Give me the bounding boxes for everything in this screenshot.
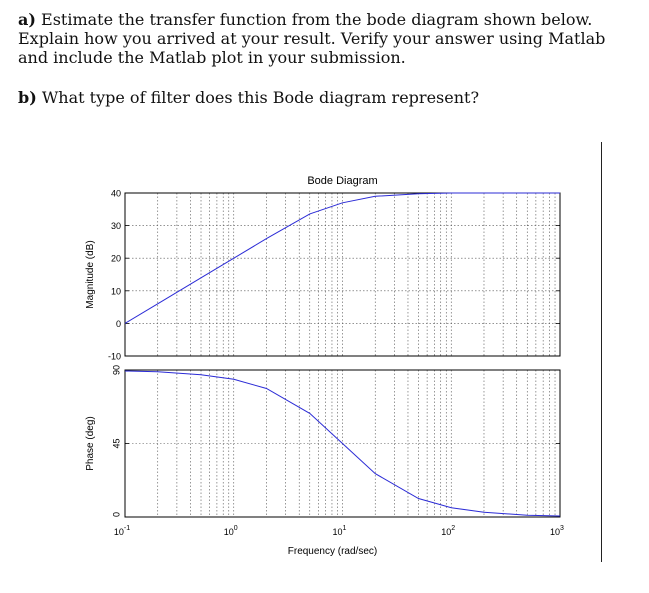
series-line xyxy=(124,192,560,324)
y-tick-label: 10 xyxy=(111,286,121,296)
question-b-text: What type of filter does this Bode diagr… xyxy=(41,88,480,107)
x-tick-label: 101 xyxy=(333,525,347,537)
y-tick-label: 20 xyxy=(111,254,121,264)
x-tick-label: 10-1 xyxy=(114,525,130,537)
y-axis-label: Phase (deg) xyxy=(85,416,96,470)
page-divider-line xyxy=(601,142,602,562)
x-tick-label: 103 xyxy=(550,525,564,537)
y-tick-label: 45 xyxy=(112,439,122,449)
x-tick-label: 100 xyxy=(224,525,238,537)
question-a-label: a) xyxy=(18,10,36,29)
y-tick-label: -10 xyxy=(108,352,121,362)
question-b: b) What type of filter does this Bode di… xyxy=(18,88,479,107)
question-a: a) Estimate the transfer function from t… xyxy=(18,10,628,67)
question-a-text: Estimate the transfer function from the … xyxy=(18,10,606,67)
x-axis-label: Frequency (rad/sec) xyxy=(288,546,377,557)
y-tick-label: 0 xyxy=(116,319,121,329)
plot-frame xyxy=(124,192,561,357)
x-tick-label: 102 xyxy=(441,525,455,537)
y-tick-label: 0 xyxy=(112,512,122,517)
question-b-label: b) xyxy=(18,88,37,107)
y-tick-label: 90 xyxy=(112,365,122,375)
y-axis-label: Magnitude (dB) xyxy=(85,240,96,308)
chart-title: Bode Diagram xyxy=(307,175,377,187)
series-line xyxy=(124,370,561,517)
y-tick-label: 40 xyxy=(111,189,121,199)
y-tick-label: 30 xyxy=(111,221,121,231)
plot-frame xyxy=(124,369,561,518)
